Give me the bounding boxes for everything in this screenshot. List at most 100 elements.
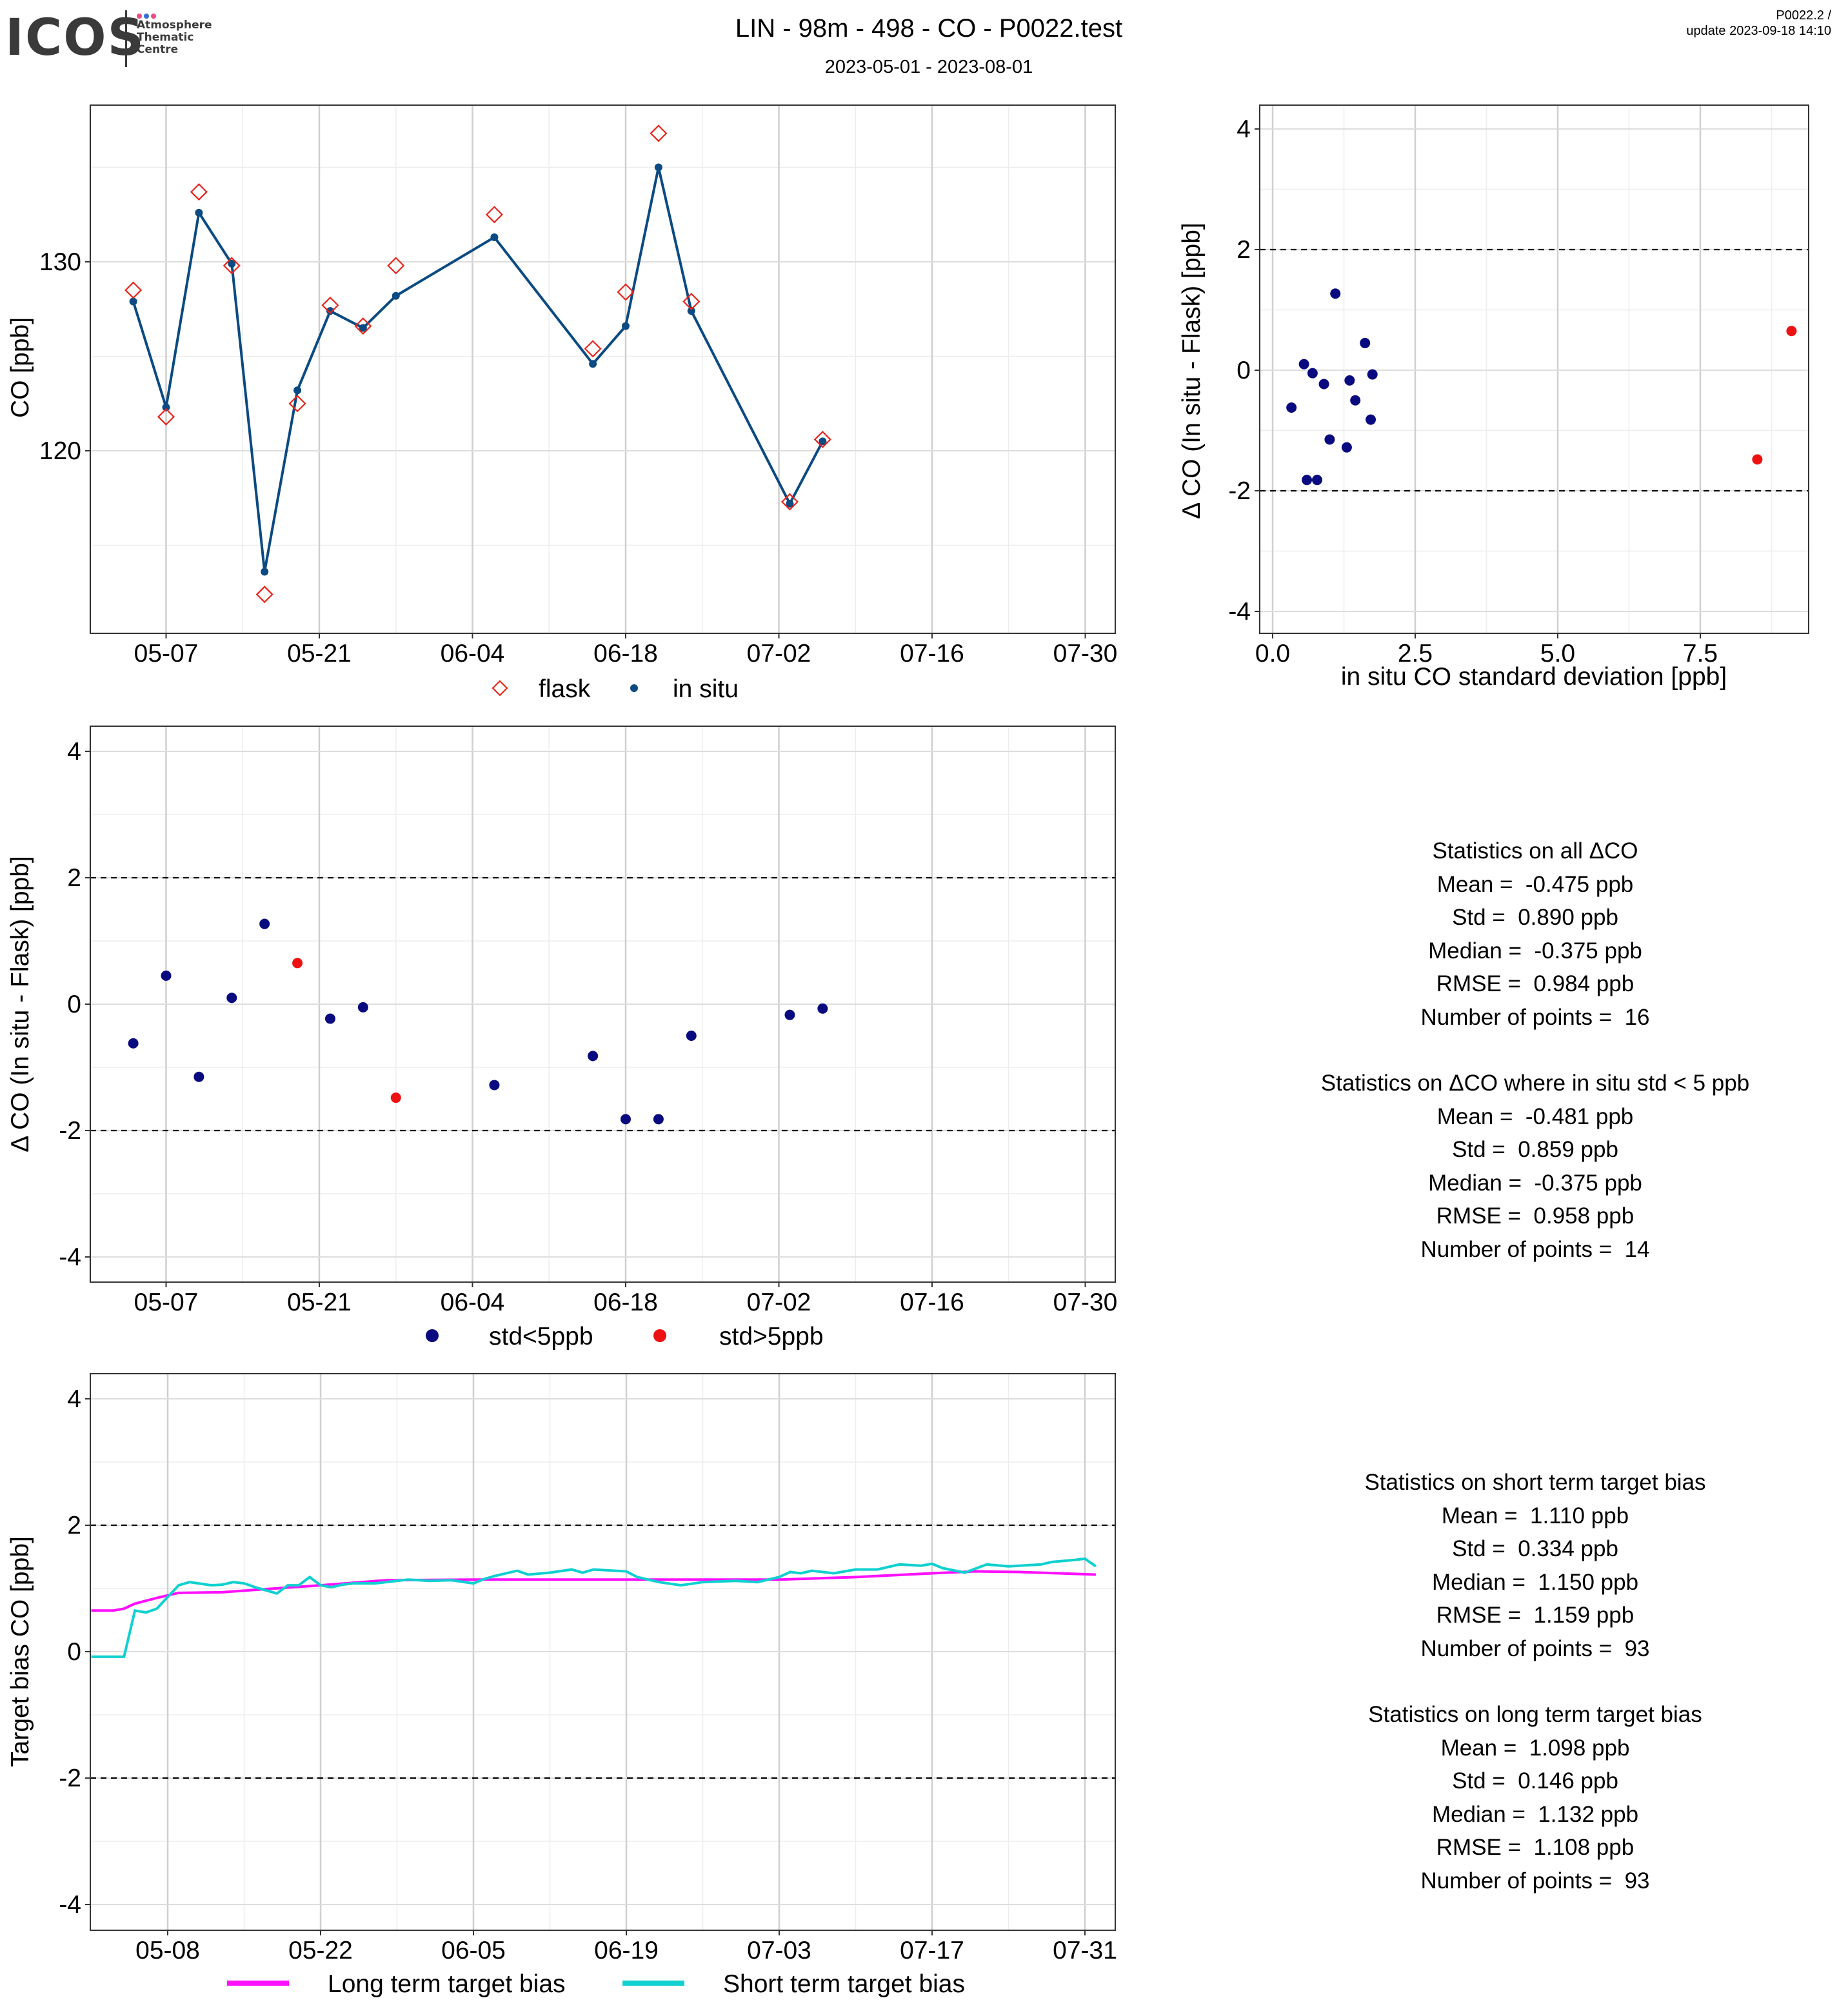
y-tick-label: -4 xyxy=(59,1243,81,1271)
y-axis-label: Target bias CO [ppb] xyxy=(6,1536,34,1767)
y-tick-label: 4 xyxy=(1237,115,1251,143)
stat-line: Median = -0.375 ppb xyxy=(1428,1170,1642,1196)
in-situ-point xyxy=(326,307,334,315)
point-std-lt5 xyxy=(226,993,237,1004)
x-tick-label: 5.0 xyxy=(1540,640,1575,667)
point-std-lt5 xyxy=(1366,414,1376,425)
x-tick-label: 06-05 xyxy=(441,1937,506,1964)
flask-point xyxy=(190,183,208,201)
flask-point xyxy=(255,586,273,604)
x-tick-label: 07-02 xyxy=(747,1289,811,1316)
point-std-lt5 xyxy=(357,1002,368,1013)
x-tick-label: 07-30 xyxy=(1053,640,1118,667)
in-situ-point xyxy=(359,324,367,332)
point-std-lt5 xyxy=(1330,288,1341,299)
point-std-lt5 xyxy=(1286,402,1297,413)
point-std-lt5 xyxy=(686,1031,697,1041)
legend-label-short-term: Short term target bias xyxy=(723,1970,965,1998)
stat-line: Mean = 1.098 ppb xyxy=(1440,1735,1630,1761)
flask-point xyxy=(650,124,668,143)
stats-long-title: Statistics on long term target bias xyxy=(1368,1702,1702,1727)
x-tick-label: 0.0 xyxy=(1255,640,1290,667)
y-tick-label: 0 xyxy=(1237,357,1251,384)
flask-point xyxy=(617,283,635,301)
y-tick-label: -2 xyxy=(59,1117,81,1145)
logo-divider xyxy=(125,10,127,67)
date-range: 2023-05-01 - 2023-08-01 xyxy=(824,57,1033,77)
point-std-lt5 xyxy=(1367,369,1378,380)
y-axis-label: Δ CO (In situ - Flask) [ppb] xyxy=(6,856,34,1152)
stat-line: RMSE = 1.159 ppb xyxy=(1436,1603,1634,1628)
x-tick-label: 07-30 xyxy=(1053,1289,1118,1316)
stat-line: Number of points = 93 xyxy=(1420,1868,1650,1893)
point-std-lt5 xyxy=(1360,337,1371,348)
legend-label-std-lt5: std<5ppb xyxy=(489,1323,593,1350)
stat-line: Number of points = 16 xyxy=(1420,1004,1650,1030)
in-situ-point xyxy=(228,259,236,268)
point-std-lt5 xyxy=(489,1080,500,1091)
version-info: P0022.2 / update 2023-09-18 14:10 xyxy=(1686,8,1831,39)
in-situ-point xyxy=(589,360,597,368)
y-tick-label: -4 xyxy=(1228,598,1251,626)
logo-wordmark: ICOS xyxy=(5,9,145,67)
legend-label-flask: flask xyxy=(539,675,591,703)
in-situ-point xyxy=(786,500,794,508)
stat-line: Mean = -0.481 ppb xyxy=(1436,1103,1634,1129)
in-situ-point xyxy=(490,233,499,241)
point-std-lt5 xyxy=(128,1038,139,1049)
point-std-gt5 xyxy=(1786,326,1797,337)
y-tick-label: 2 xyxy=(1237,236,1251,264)
point-std-lt5 xyxy=(1350,395,1361,406)
x-tick-label: 05-07 xyxy=(134,1289,199,1316)
point-std-gt5 xyxy=(390,1092,401,1103)
stats-all-title: Statistics on all ΔCO xyxy=(1432,838,1638,864)
x-axis-label: in situ CO standard deviation [ppb] xyxy=(1341,663,1727,691)
stat-line: Median = 1.132 ppb xyxy=(1431,1801,1639,1827)
point-std-lt5 xyxy=(621,1114,631,1125)
x-tick-label: 06-04 xyxy=(441,640,505,667)
y-tick-label: 2 xyxy=(67,864,81,892)
flask-point xyxy=(157,408,175,426)
stat-line: Std = 0.146 ppb xyxy=(1452,1768,1618,1794)
short-term-bias-line xyxy=(91,1557,1097,1658)
x-tick-label: 06-18 xyxy=(593,640,658,667)
legend-label-std-gt5: std>5ppb xyxy=(719,1323,824,1350)
point-std-lt5 xyxy=(817,1003,828,1014)
point-std-lt5 xyxy=(1324,434,1335,445)
logo-subtitle: Atmosphere Thematic Centre xyxy=(137,19,212,56)
stats-short-title: Statistics on short term target bias xyxy=(1364,1470,1706,1495)
point-std-lt5 xyxy=(1341,442,1352,453)
y-tick-label: 4 xyxy=(67,738,81,766)
stat-line: RMSE = 0.958 ppb xyxy=(1436,1203,1634,1229)
point-std-lt5 xyxy=(1344,375,1355,386)
x-tick-label: 07-02 xyxy=(747,640,811,667)
stat-line: Median = 1.150 ppb xyxy=(1431,1569,1639,1595)
y-tick-label: -2 xyxy=(59,1765,81,1792)
x-tick-label: 07-03 xyxy=(747,1937,811,1964)
plot-border xyxy=(1259,104,1809,634)
in-situ-point xyxy=(819,437,827,446)
in-situ-point xyxy=(687,307,695,315)
legend-key-std-lt5 xyxy=(426,1329,439,1342)
stats-spacer xyxy=(1213,1665,1848,1698)
stat-line: Mean = 1.110 ppb xyxy=(1441,1503,1629,1528)
x-tick-label: 06-04 xyxy=(441,1289,505,1316)
legend-key-in-situ xyxy=(630,684,638,692)
x-tick-label: 7.5 xyxy=(1683,640,1718,667)
flask-point xyxy=(780,493,799,511)
in-situ-point xyxy=(195,208,203,217)
flask-point xyxy=(288,395,306,413)
in-situ-point xyxy=(293,386,302,395)
point-std-lt5 xyxy=(1307,368,1318,379)
logo-subtitle-line: Atmosphere xyxy=(137,19,212,32)
delta-timeseries-chart: 05-07 05-21 06-04 06-18 07-02 07-16 07-30 -4 -2 0… xyxy=(6,726,1117,1350)
x-tick-label: 05-07 xyxy=(134,640,199,667)
point-std-lt5 xyxy=(653,1114,664,1125)
logo-dots xyxy=(137,10,156,22)
point-std-lt5 xyxy=(161,970,172,981)
plot-background xyxy=(1260,105,1809,633)
in-situ-point xyxy=(392,292,400,300)
in-situ-point xyxy=(622,322,630,330)
stats-delta-panel: Statistics on all ΔCO Mean = -0.475 ppb … xyxy=(1213,835,1848,1266)
